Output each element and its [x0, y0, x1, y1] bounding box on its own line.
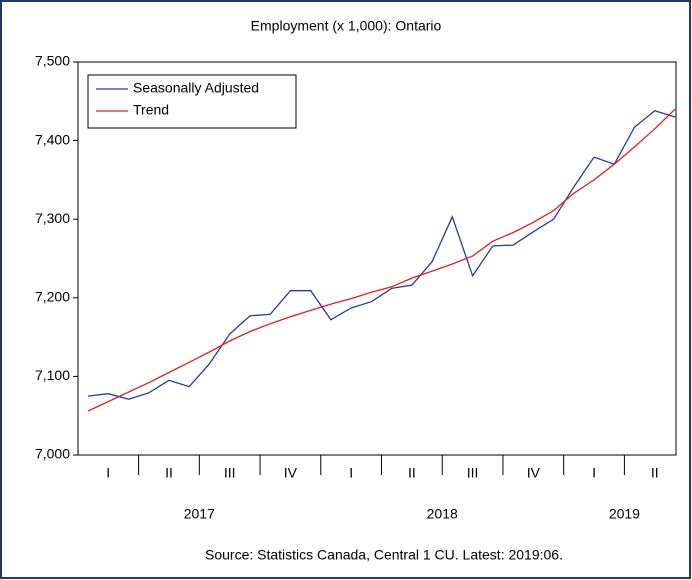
year-label: 2018 — [427, 506, 458, 522]
plot-area — [77, 61, 677, 456]
y-tick-label: 7,100 — [35, 367, 70, 383]
x-tick-label: II — [408, 465, 416, 481]
line-series — [87, 109, 676, 400]
line-series — [87, 108, 676, 412]
year-label: 2017 — [184, 506, 215, 522]
y-tick-label: 7,300 — [35, 210, 70, 226]
x-tick-label: I — [106, 465, 110, 481]
y-tick-label: 7,000 — [35, 446, 70, 462]
legend-label: Seasonally Adjusted — [133, 80, 259, 96]
x-tick-label: II — [651, 465, 659, 481]
legend-box — [87, 74, 297, 129]
y-tick-label: 7,500 — [35, 53, 70, 69]
y-tick-label: 7,400 — [35, 131, 70, 147]
x-tick-label: III — [467, 465, 479, 481]
x-tick-label: III — [224, 465, 236, 481]
x-tick-label: I — [349, 465, 353, 481]
x-tick-label: I — [592, 465, 596, 481]
x-tick-label: II — [165, 465, 173, 481]
y-tick-label: 7,200 — [35, 289, 70, 305]
chart-title: Employment (x 1,000): Ontario — [251, 18, 442, 34]
legend-label: Trend — [133, 102, 169, 118]
year-label: 2019 — [609, 506, 640, 522]
x-tick-label: IV — [284, 465, 298, 481]
x-tick-label: IV — [527, 465, 541, 481]
source: Source: Statistics Canada, Central 1 CU.… — [205, 547, 563, 563]
